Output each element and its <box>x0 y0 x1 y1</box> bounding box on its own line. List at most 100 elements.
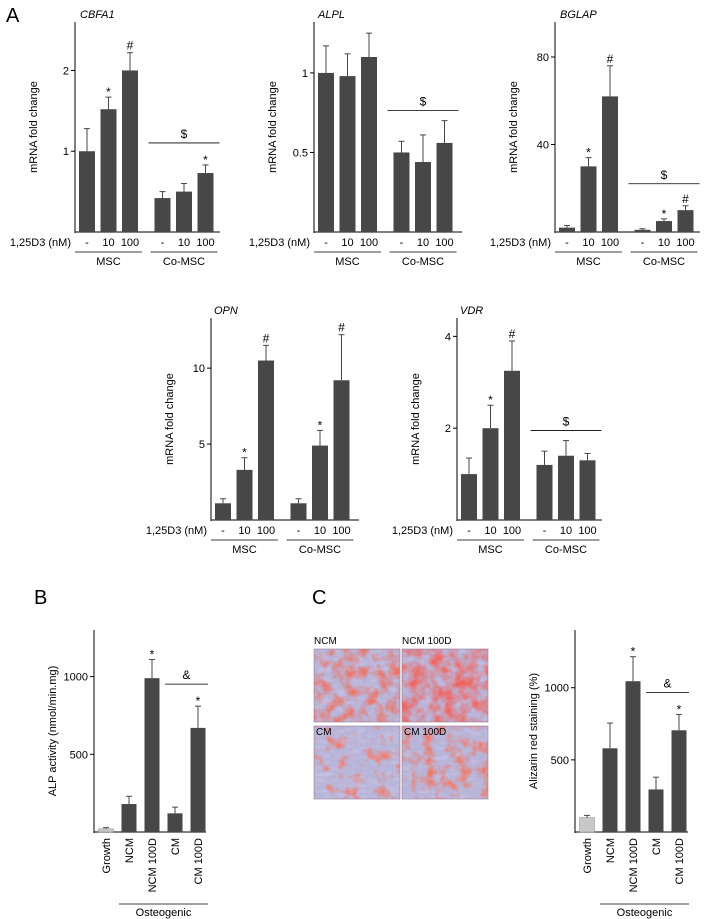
significance-marker: * <box>662 207 667 221</box>
dose-label: 1,25D3 (nM) <box>146 525 207 537</box>
bar <box>167 813 183 832</box>
category-label: 100 <box>503 525 521 537</box>
category-label: - <box>297 525 301 537</box>
category-label: CM 100D <box>674 838 686 885</box>
micrograph-cm-100d <box>401 725 489 800</box>
bar <box>215 503 231 520</box>
category-label: - <box>161 237 165 249</box>
bracket-symbol: & <box>182 668 190 682</box>
significance-marker: * <box>318 418 323 432</box>
category-label: 10 <box>582 237 594 249</box>
chart-title: VDR <box>460 305 483 317</box>
micrograph-label-ncm: NCM <box>314 636 337 647</box>
category-label: - <box>400 237 404 249</box>
chart-vdr: 2 4 mRNA fold change VDR * #1,25D3 (nM) - 10 100… <box>392 305 602 556</box>
group-label: MSC <box>96 256 121 268</box>
chart-alp-activity: 500 1000 ALP activity (nmol/min.mg) * * Growt… <box>47 630 208 919</box>
bracket-symbol: & <box>663 676 671 690</box>
y-axis-label: mRNA fold change <box>508 81 520 173</box>
bar <box>100 109 117 232</box>
y-axis-label: ALP activity (nmol/min.mg) <box>47 666 59 797</box>
micrograph-label-cm: CM <box>316 727 332 738</box>
significance-marker: * <box>150 648 155 662</box>
significance-marker: * <box>586 146 591 160</box>
y-tick-label: 2 <box>445 423 451 435</box>
bracket-symbol: $ <box>420 95 427 109</box>
bar <box>461 474 477 520</box>
y-tick-label: 5 <box>199 439 205 451</box>
bar <box>671 730 687 832</box>
dose-label: 1,25D3 (nM) <box>10 237 71 249</box>
dose-label: 1,25D3 (nM) <box>392 525 453 537</box>
group-label: Co-MSC <box>299 544 341 556</box>
significance-marker: # <box>607 52 614 66</box>
significance-marker: * <box>203 153 208 167</box>
bar <box>677 210 694 232</box>
bar <box>602 96 618 232</box>
category-label: 10 <box>417 237 429 249</box>
category-label: 100 <box>121 237 139 249</box>
bar <box>656 221 672 232</box>
category-label: NCM 100D <box>147 838 159 892</box>
chart-opn: 5 10 mRNA fold change OPN * # * #1,25D3 (nM) - 10… <box>146 305 359 556</box>
y-axis-label: mRNA fold change <box>410 373 422 465</box>
group-label: Osteogenic <box>617 907 673 919</box>
group-label: Osteogenic <box>136 907 192 919</box>
panel-label-b: B <box>34 587 47 609</box>
bar <box>559 227 575 232</box>
y-tick-label: 0.5 <box>293 147 308 159</box>
y-axis-label: mRNA fold change <box>267 81 279 173</box>
y-tick-label: 1000 <box>64 672 88 684</box>
chart-alpl: 0.5 1 mRNA fold change ALPL 1,25D3 (nM) - 10 10… <box>249 9 462 268</box>
significance-marker: * <box>488 393 493 407</box>
y-tick-label: 10 <box>193 363 205 375</box>
bar <box>290 503 307 520</box>
group-label: Co-MSC <box>545 544 587 556</box>
category-label: 100 <box>435 237 453 249</box>
group-label: Co-MSC <box>643 256 685 268</box>
category-label: CM <box>651 838 663 855</box>
category-label: - <box>543 525 547 537</box>
bar <box>536 464 553 520</box>
micrograph-label-ncm-100d: NCM 100D <box>402 636 452 647</box>
bar <box>579 460 596 520</box>
bar <box>415 162 431 232</box>
bar <box>558 455 574 520</box>
category-label: 10 <box>658 237 670 249</box>
group-label: Co-MSC <box>163 256 205 268</box>
category-label: Growth <box>101 838 113 873</box>
y-tick-label: 4 <box>445 331 451 343</box>
micrograph-label-cm-100d: CM 100D <box>404 727 447 738</box>
group-label: MSC <box>576 256 601 268</box>
bar <box>625 681 641 832</box>
category-label: 100 <box>360 237 378 249</box>
bar <box>312 445 328 520</box>
bar <box>393 152 410 232</box>
y-axis-label: mRNA fold change <box>164 373 176 465</box>
category-label: - <box>565 237 569 249</box>
significance-marker: * <box>106 85 111 99</box>
category-label: CM <box>170 838 182 855</box>
bar <box>190 727 206 832</box>
category-label: NCM 100D <box>628 838 640 892</box>
bracket-symbol: $ <box>181 127 188 141</box>
bar <box>144 678 160 832</box>
y-tick-label: 500 <box>551 755 569 767</box>
bar <box>339 76 356 232</box>
dose-label: 1,25D3 (nM) <box>249 237 310 249</box>
bar <box>361 57 377 232</box>
category-label: - <box>324 237 328 249</box>
group-label: MSC <box>335 256 360 268</box>
bar <box>236 469 253 520</box>
significance-marker: * <box>242 446 247 460</box>
micrograph-ncm <box>313 648 401 723</box>
bar <box>176 191 192 232</box>
bracket-symbol: $ <box>661 168 668 182</box>
chart-title: OPN <box>214 305 238 317</box>
bar <box>121 804 137 832</box>
category-label: 10 <box>102 237 114 249</box>
significance-marker: * <box>677 702 682 716</box>
bar <box>634 229 651 232</box>
category-label: 10 <box>178 237 190 249</box>
